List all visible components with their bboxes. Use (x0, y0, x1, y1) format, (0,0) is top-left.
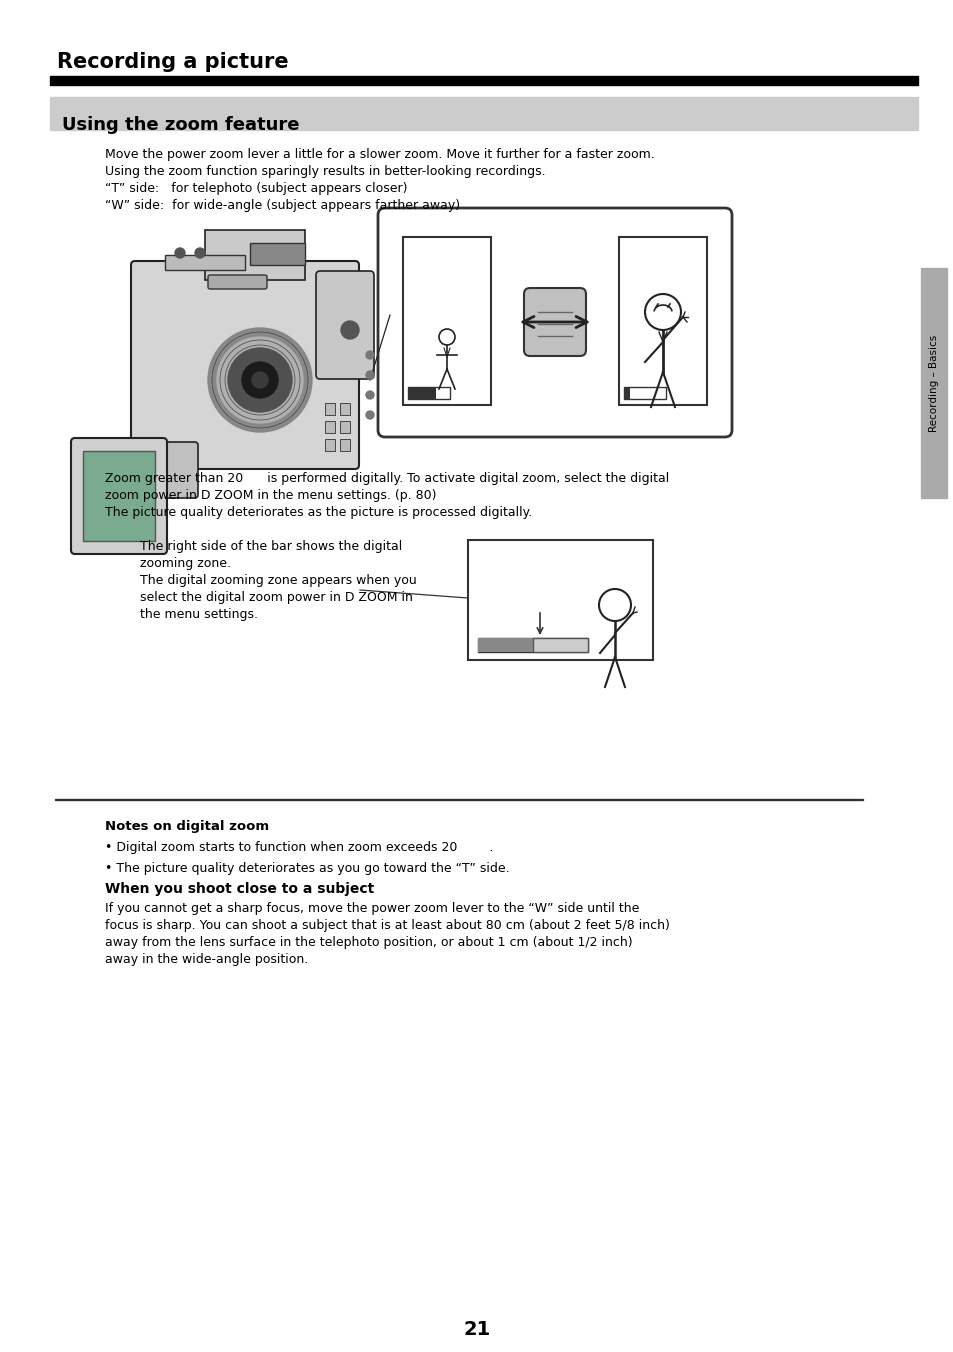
Bar (339, 439, 350, 452)
Text: Using the zoom function sparingly results in better-looking recordings.: Using the zoom function sparingly result… (105, 165, 545, 178)
FancyBboxPatch shape (132, 442, 198, 498)
Text: When you shoot close to a subject: When you shoot close to a subject (105, 882, 374, 896)
Text: The picture quality deteriorates as the picture is processed digitally.: The picture quality deteriorates as the … (105, 506, 532, 519)
Circle shape (644, 293, 680, 330)
Text: zoom power in D ZOOM in the menu settings. (p. 80): zoom power in D ZOOM in the menu setting… (105, 489, 436, 502)
Bar (325, 420, 335, 433)
Text: away in the wide-angle position.: away in the wide-angle position. (105, 953, 308, 965)
FancyBboxPatch shape (523, 288, 585, 356)
Text: the menu settings.: the menu settings. (140, 608, 257, 621)
Bar (50, 76, 917, 85)
Bar (83, 452, 154, 541)
Text: The right side of the bar shows the digital: The right side of the bar shows the digi… (140, 539, 402, 553)
Bar (325, 439, 335, 452)
Text: Recording a picture: Recording a picture (57, 51, 289, 72)
Text: “T” side:   for telephoto (subject appears closer): “T” side: for telephoto (subject appears… (105, 183, 407, 195)
Circle shape (174, 247, 185, 258)
Text: Notes on digital zoom: Notes on digital zoom (105, 821, 269, 833)
Bar (408, 387, 450, 399)
Circle shape (228, 347, 292, 412)
Bar (477, 638, 533, 652)
Circle shape (366, 370, 374, 379)
Text: select the digital zoom power in D ZOOM in: select the digital zoom power in D ZOOM … (140, 591, 413, 604)
Text: 21: 21 (463, 1320, 490, 1338)
Bar (623, 387, 629, 399)
Text: The digital zooming zone appears when you: The digital zooming zone appears when yo… (140, 575, 416, 587)
FancyBboxPatch shape (208, 274, 267, 289)
Circle shape (598, 589, 630, 621)
Circle shape (194, 247, 205, 258)
Bar (618, 237, 706, 406)
Text: “W” side:  for wide-angle (subject appears farther away): “W” side: for wide-angle (subject appear… (105, 199, 459, 212)
Text: If you cannot get a sharp focus, move the power zoom lever to the “W” side until: If you cannot get a sharp focus, move th… (105, 902, 639, 915)
FancyBboxPatch shape (315, 270, 374, 379)
Bar (325, 403, 335, 415)
Bar (477, 638, 587, 652)
Text: zooming zone.: zooming zone. (140, 557, 231, 571)
Circle shape (366, 411, 374, 419)
FancyBboxPatch shape (71, 438, 167, 554)
Text: Using the zoom feature: Using the zoom feature (62, 116, 299, 134)
Bar (402, 237, 491, 406)
Text: • The picture quality deteriorates as you go toward the “T” side.: • The picture quality deteriorates as yo… (105, 863, 509, 875)
Bar (339, 403, 350, 415)
Bar (165, 256, 245, 270)
Circle shape (366, 391, 374, 399)
Bar (250, 243, 305, 265)
Circle shape (252, 372, 268, 388)
Bar (339, 420, 350, 433)
Text: Move the power zoom lever a little for a slower zoom. Move it further for a fast: Move the power zoom lever a little for a… (105, 147, 654, 161)
Circle shape (242, 362, 277, 397)
Text: away from the lens surface in the telephoto position, or about 1 cm (about 1/2 i: away from the lens surface in the teleph… (105, 936, 632, 949)
FancyBboxPatch shape (131, 261, 358, 469)
Bar (50, 97, 917, 130)
Circle shape (366, 352, 374, 360)
Circle shape (216, 337, 303, 423)
Bar (205, 230, 305, 280)
Bar (408, 387, 436, 399)
Text: Recording – Basics: Recording – Basics (928, 334, 938, 431)
Bar (533, 638, 587, 652)
Bar (55, 799, 862, 800)
Bar (920, 268, 946, 498)
Bar (468, 539, 652, 660)
Circle shape (208, 329, 312, 433)
Bar (623, 387, 665, 399)
Text: Zoom greater than 20      is performed digitally. To activate digital zoom, sele: Zoom greater than 20 is performed digita… (105, 472, 669, 485)
FancyBboxPatch shape (377, 208, 731, 437)
Text: focus is sharp. You can shoot a subject that is at least about 80 cm (about 2 fe: focus is sharp. You can shoot a subject … (105, 919, 669, 932)
Text: • Digital zoom starts to function when zoom exceeds 20        .: • Digital zoom starts to function when z… (105, 841, 493, 854)
Circle shape (340, 320, 358, 339)
